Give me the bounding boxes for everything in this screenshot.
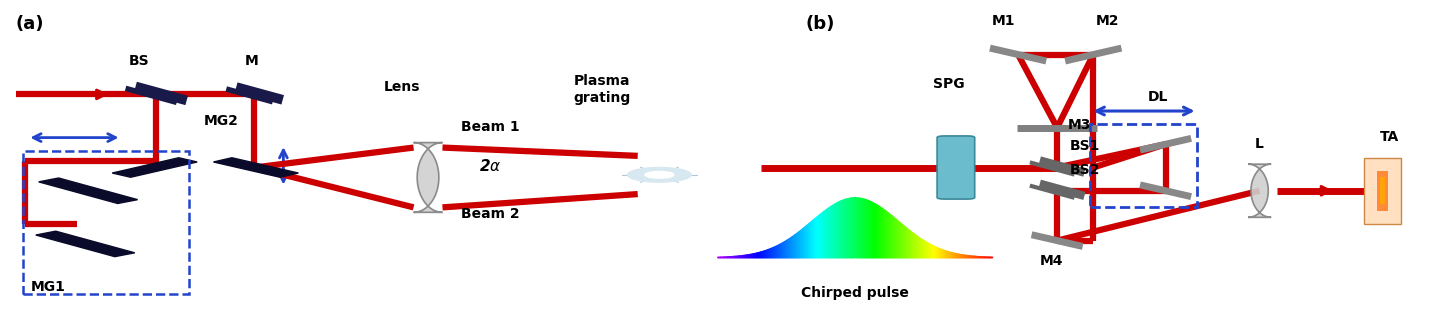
Bar — [1364, 157, 1401, 224]
Text: Lens: Lens — [384, 80, 420, 94]
PathPatch shape — [1248, 164, 1271, 217]
Text: (a): (a) — [16, 15, 45, 33]
Text: TA: TA — [1379, 130, 1400, 144]
Text: M1: M1 — [993, 14, 1016, 28]
Text: MG2: MG2 — [204, 114, 239, 128]
Text: MG1: MG1 — [30, 280, 65, 294]
Circle shape — [645, 172, 674, 178]
Text: (b): (b) — [806, 15, 835, 33]
Polygon shape — [39, 178, 138, 203]
Text: BS: BS — [129, 54, 149, 68]
Bar — [1379, 178, 1385, 204]
Polygon shape — [213, 158, 298, 177]
Text: M3: M3 — [1068, 118, 1091, 132]
Text: SPG: SPG — [933, 77, 965, 91]
Text: BS1: BS1 — [1071, 139, 1101, 152]
Polygon shape — [112, 158, 197, 177]
Text: BS2: BS2 — [1071, 163, 1101, 178]
Text: M4: M4 — [1039, 254, 1064, 268]
Text: M2: M2 — [1095, 14, 1120, 28]
Text: 2$\alpha$: 2$\alpha$ — [478, 158, 501, 174]
Polygon shape — [36, 231, 135, 257]
Bar — [23, 151, 190, 294]
Text: L: L — [1255, 137, 1264, 151]
Circle shape — [627, 168, 691, 182]
Text: Beam 1: Beam 1 — [461, 120, 520, 134]
PathPatch shape — [413, 143, 442, 212]
Text: Beam 2: Beam 2 — [461, 207, 520, 221]
Text: DL: DL — [1148, 90, 1168, 105]
Text: Plasma
grating: Plasma grating — [572, 74, 630, 105]
Bar — [1377, 171, 1388, 211]
Bar — [1091, 124, 1197, 207]
FancyBboxPatch shape — [938, 136, 975, 199]
Text: M: M — [245, 54, 258, 68]
Text: Chirped pulse: Chirped pulse — [801, 286, 909, 300]
